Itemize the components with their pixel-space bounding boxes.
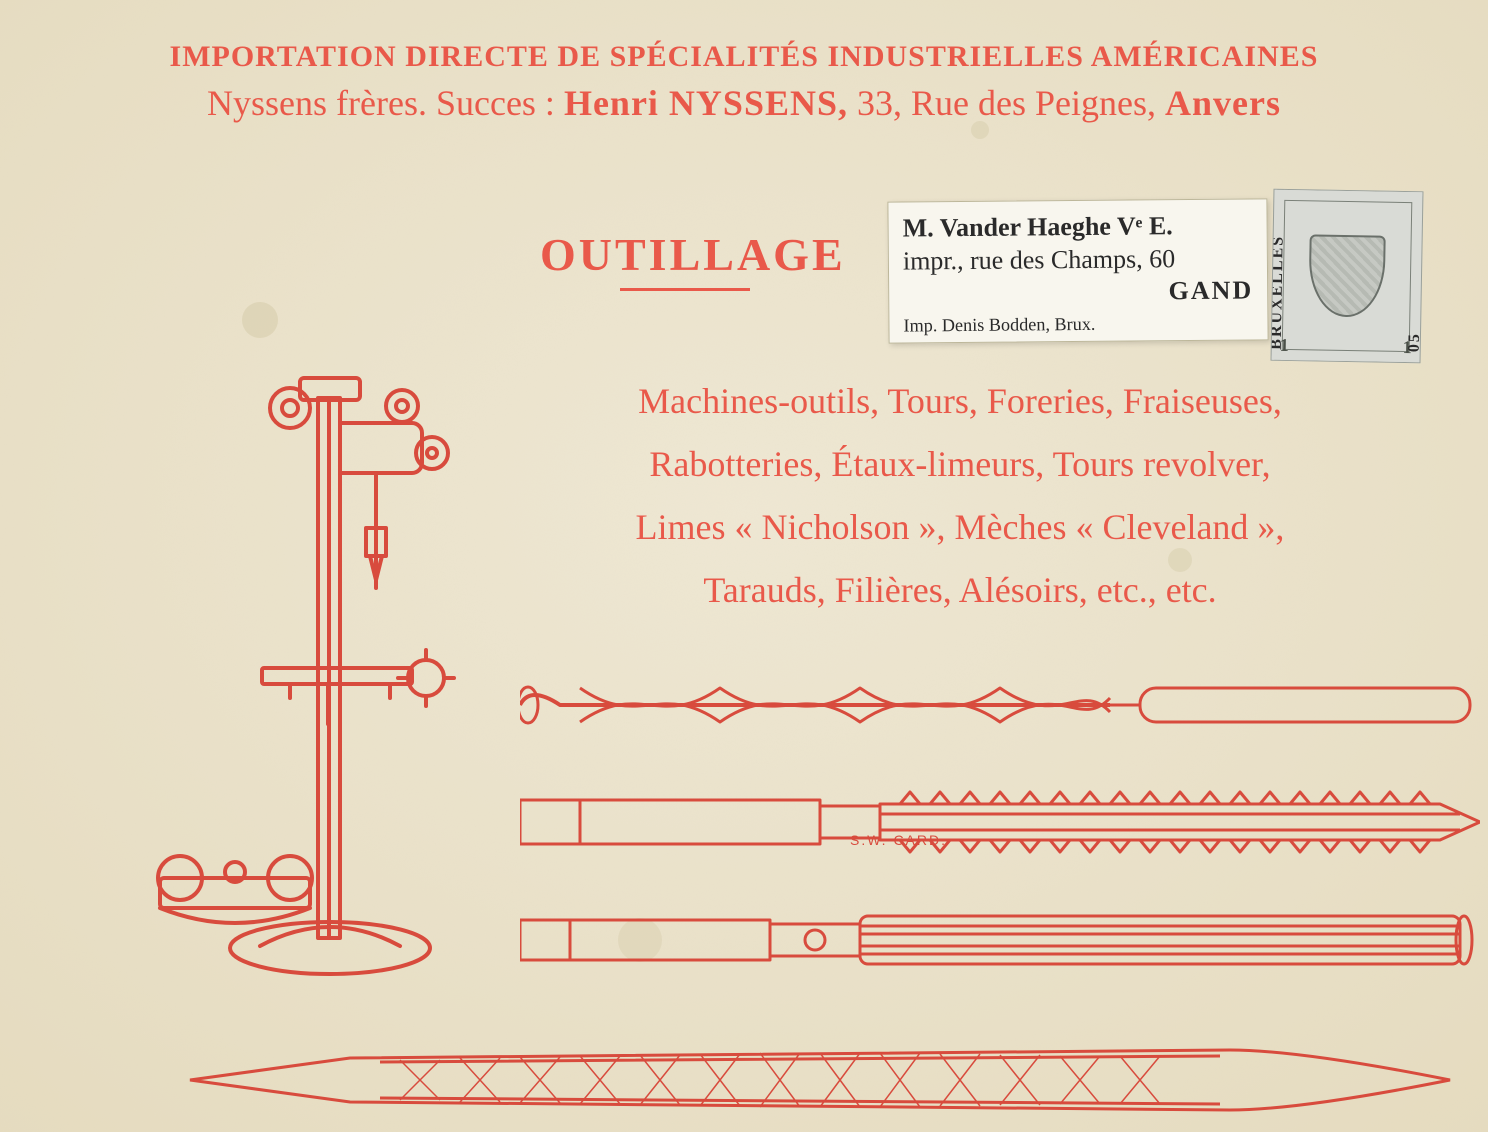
stamp-coat-of-arms	[1308, 235, 1385, 318]
addr-line1: M. Vander Haeghe Vᵉ E.	[902, 209, 1252, 245]
file-tool-illustration	[180, 1040, 1460, 1120]
addr-city: GAND	[903, 274, 1253, 310]
tap-engraving-text: S.W. CARD.	[850, 832, 947, 848]
recipient-address-label: M. Vander Haeghe Vᵉ E. impr., rue des Ch…	[887, 198, 1268, 344]
header-company-line: Nyssens frères. Succes : Henri NYSSENS, …	[50, 82, 1438, 124]
stamp-cancel-right: 05	[1406, 202, 1424, 352]
header-street: 33, Rue des Peignes,	[857, 83, 1165, 123]
stamp-cancel-left: BRUXELLES	[1271, 200, 1289, 350]
header-import-line: IMPORTATION DIRECTE DE SPÉCIALITÉS INDUS…	[50, 40, 1438, 74]
body-line-3: Limes « Nicholson », Mèches « Cleveland …	[460, 496, 1460, 559]
section-title-underline	[620, 288, 750, 291]
section-title-outillage: OUTILLAGE	[540, 228, 846, 281]
header-prefix: Nyssens frères. Succes :	[207, 83, 564, 123]
postage-stamp: 1 1 BRUXELLES 05	[1271, 189, 1424, 364]
body-line-2: Rabotteries, Étaux-limeurs, Tours revolv…	[460, 433, 1460, 496]
postcard: IMPORTATION DIRECTE DE SPÉCIALITÉS INDUS…	[0, 0, 1488, 1132]
body-line-4: Tarauds, Filières, Alésoirs, etc., etc.	[460, 559, 1460, 622]
header-owner-name: Henri NYSSENS,	[564, 83, 848, 123]
drill-bits-illustration	[520, 660, 1480, 980]
header-city: Anvers	[1165, 83, 1281, 123]
product-list-text: Machines-outils, Tours, Foreries, Fraise…	[460, 370, 1460, 622]
drill-press-illustration	[140, 228, 460, 988]
stamp-frame	[1282, 200, 1413, 352]
addr-line2: impr., rue des Champs, 60	[903, 242, 1253, 278]
body-line-1: Machines-outils, Tours, Foreries, Fraise…	[460, 370, 1460, 433]
addr-printer: Imp. Denis Bodden, Brux.	[903, 311, 1253, 337]
